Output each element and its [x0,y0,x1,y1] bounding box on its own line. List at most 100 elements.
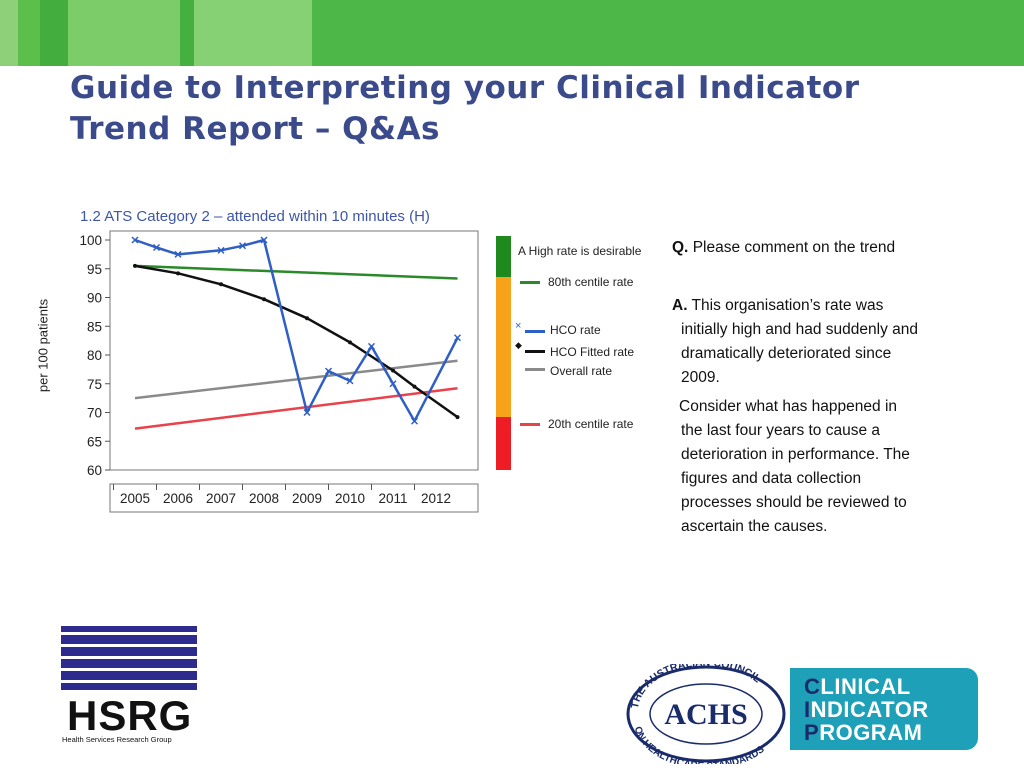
cip-line-program: PROGRAM [804,720,923,745]
data-point [238,242,247,250]
y-tick-label: 90 [87,291,102,306]
chart-axes: 100 95 90 85 80 75 70 65 60 2005 2006 2007 2008 2009 2… [79,230,479,513]
logo-stripe [61,668,197,671]
answer-text-line: This organisation’s rate was [691,297,884,314]
banner-stripe [18,0,40,66]
data-point [262,297,266,302]
data-point [217,246,225,254]
cip-logo: CLINICAL INDICATOR PROGRAM [790,668,978,750]
legend-label: HCO rate [550,323,601,337]
hsrg-logo-subtitle: Health Services Research Group [62,735,172,744]
legend-bar-orange [496,277,511,417]
cip-line-indicator: INDICATOR [804,697,929,722]
y-tick-label: 100 [79,233,102,248]
legend-label: 80th centile rate [548,275,634,289]
data-point [303,408,311,417]
banner-stripe [0,0,18,66]
banner-stripe [40,0,68,66]
data-point [410,417,419,425]
consider-line: processes should be reviewed to [681,494,907,511]
legend-bar-green [496,236,511,277]
legend-line-centile20 [520,423,540,426]
y-tick-label: 60 [87,463,102,478]
consider-line: deterioration in performance. The [681,446,910,463]
slide-title: Guide to Interpreting your Clinical Indi… [70,68,970,150]
logo-stripe [61,632,197,635]
legend-line-hco [525,330,545,333]
chart-plot [131,236,462,430]
logo-stripe [61,656,197,659]
consider-line: ascertain the causes. [681,518,828,535]
slide-title-line: Guide to Interpreting your Clinical Indi… [70,70,860,106]
x-tick-label: 2006 [163,491,193,506]
data-point [305,316,309,321]
legend-line-fitted [525,350,545,353]
header-banner [0,0,1024,66]
legend-header: A High rate is desirable [518,244,642,258]
data-point [174,250,182,258]
data-point [455,415,460,420]
achs-seal-logo: THE AUSTRALIAN COUNCIL ON HEALTHCARE STA… [626,664,786,764]
x-tick-label: 2012 [421,491,451,506]
x-tick-label: 2008 [249,491,279,506]
answer-text-line: dramatically deteriorated since [681,345,892,362]
plot-frame [109,230,479,471]
series-line [134,264,458,280]
legend-bar-red [496,417,511,470]
question: Q. Please comment on the trend [672,236,895,260]
consider-paragraph: Consider what has happened in the last f… [672,395,910,539]
y-tick-label: 95 [87,262,102,277]
y-tick-label: 75 [87,377,102,392]
legend-label: 20th centile rate [548,417,634,431]
cip-line-clinical: CLINICAL [804,674,911,699]
series-line [134,387,458,430]
svg-text:ON HEALTHCARE STANDARDS: ON HEALTHCARE STANDARDS [632,725,767,764]
hsrg-logo-box: HSRG Health Services Research Group [61,690,197,748]
data-point [391,368,395,373]
legend-label: HCO Fitted rate [550,345,635,359]
x-tick-label: 2005 [120,491,150,506]
y-tick-label: 80 [87,348,102,363]
banner-stripe [180,0,194,66]
y-tick-label: 65 [87,434,102,449]
data-point [133,263,137,268]
data-point [176,271,180,276]
data-point [367,342,376,350]
x-tick-label: 2007 [206,491,236,506]
answer-label: A. [672,297,688,314]
legend-line-centile80 [520,281,540,284]
svg-text:ACHS: ACHS [664,698,747,731]
data-point [348,340,352,345]
y-tick-label: 70 [87,406,102,421]
y-tick-label: 85 [87,319,102,334]
question-label: Q. [672,239,689,256]
data-point [324,367,333,375]
hsrg-logo: HSRG Health Services Research Group [61,626,197,748]
data-point [453,334,462,342]
legend-label: Overall rate [550,364,613,378]
hsrg-logo-text: HSRG [67,692,193,739]
consider-line: Consider what has happened in [679,398,898,415]
data-point [131,236,139,244]
slide-title-line: Trend Report – Q&As [70,111,441,147]
answer-text-line: 2009. [681,369,720,386]
banner-stripe [194,0,312,66]
banner-stripe [68,0,180,66]
x-tick-label: 2010 [335,491,365,506]
x-tick-label: 2009 [292,491,322,506]
cross-marker-icon: × [515,320,522,332]
logo-stripe [61,644,197,647]
chart-title: 1.2 ATS Category 2 – attended within 10 … [80,208,430,225]
data-point [152,243,161,252]
legend-line-overall [525,368,545,371]
question-text: Please comment on the trend [692,239,896,256]
consider-line: the last four years to cause a [681,422,881,439]
series-line [134,359,458,400]
data-point [219,282,223,287]
x-tick-label: 2011 [378,491,407,506]
diamond-marker-icon: ◆ [515,340,522,350]
data-point [346,377,354,385]
x-axis-box [109,483,479,513]
data-point [260,236,268,244]
